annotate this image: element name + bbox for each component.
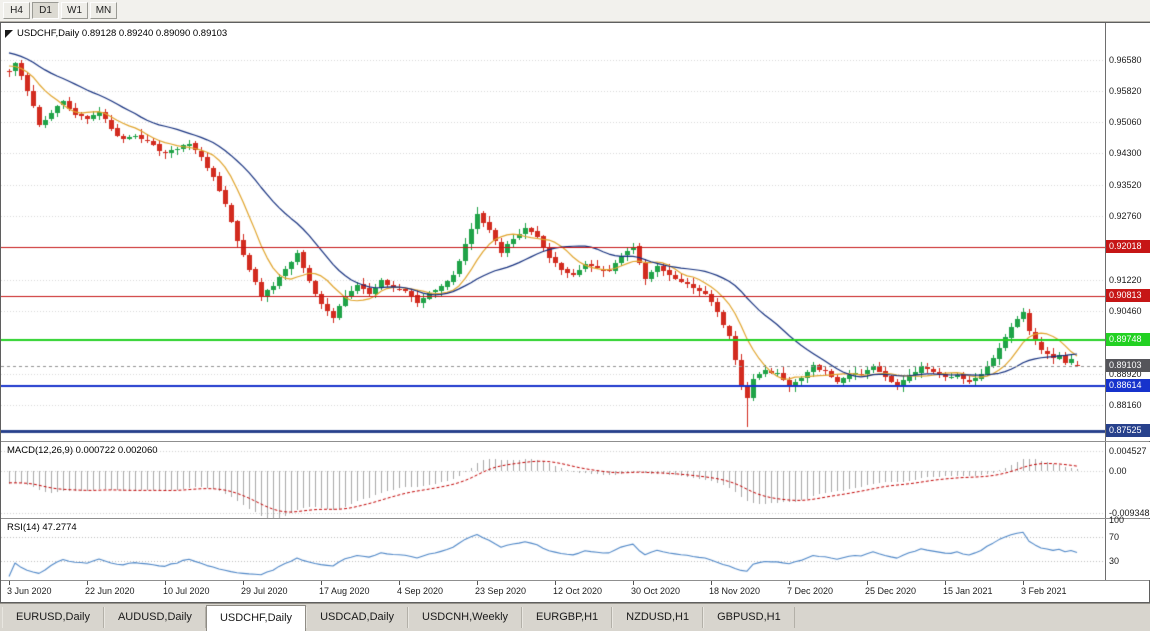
- timeframe-toolbar: H4 D1 W1 MN: [0, 0, 1150, 22]
- tab-usdcad-daily[interactable]: USDCAD,Daily: [306, 607, 409, 628]
- time-axis-label: 3 Feb 2021: [1021, 586, 1067, 596]
- level-price-tag: 0.89748: [1106, 332, 1150, 346]
- timeframe-button-w1[interactable]: W1: [61, 2, 88, 19]
- time-axis-label: 10 Jul 2020: [163, 586, 210, 596]
- chart-window: USDCHF,Daily 0.89128 0.89240 0.89090 0.8…: [0, 22, 1150, 603]
- rsi-axis-label: 70: [1109, 532, 1120, 543]
- time-axis-label: 17 Aug 2020: [319, 586, 370, 596]
- tab-usdcnh-weekly[interactable]: USDCNH,Weekly: [408, 607, 523, 628]
- rsi-indicator-canvas[interactable]: [1, 519, 1105, 580]
- chart-legend-text: USDCHF,Daily 0.89128 0.89240 0.89090 0.8…: [17, 28, 228, 39]
- macd-pane: MACD(12,26,9) 0.000722 0.002060 0.004527…: [1, 442, 1150, 518]
- time-tick-mark: [633, 581, 634, 585]
- rsi-legend: RSI(14) 47.2774: [7, 522, 77, 533]
- price-axis-label: 0.93520: [1109, 180, 1142, 191]
- tab-eurgbp-h1[interactable]: EURGBP,H1: [522, 607, 613, 628]
- time-axis-label: 18 Nov 2020: [709, 586, 761, 596]
- symbol-marker-icon: [5, 29, 13, 38]
- tab-usdchf-daily[interactable]: USDCHF,Daily: [205, 605, 307, 631]
- tab-nzdusd-h1[interactable]: NZDUSD,H1: [612, 607, 704, 628]
- timeframe-button-d1[interactable]: D1: [32, 2, 59, 19]
- time-tick-mark: [477, 581, 478, 585]
- macd-legend: MACD(12,26,9) 0.000722 0.002060: [7, 445, 158, 456]
- price-axis-label: 0.91220: [1109, 274, 1142, 285]
- rsi-axis[interactable]: 100 70 30: [1106, 515, 1150, 580]
- time-tick-mark: [399, 581, 400, 585]
- pane-divider[interactable]: [1, 441, 1149, 442]
- time-tick-mark: [555, 581, 556, 585]
- time-axis[interactable]: 3 Jun 2020 22 Jun 2020 10 Jul 2020 29 Jul 2…: [1, 581, 1149, 602]
- time-axis-label: 25 Dec 2020: [865, 586, 917, 596]
- macd-axis[interactable]: 0.004527 0.00 -0.009348: [1106, 442, 1150, 518]
- price-axis-label: 0.94300: [1109, 148, 1142, 159]
- price-axis-label: 0.95820: [1109, 86, 1142, 97]
- tab-eurusd-daily[interactable]: EURUSD,Daily: [2, 607, 104, 628]
- time-axis-label: 4 Sep 2020: [397, 586, 444, 596]
- time-axis-label: 22 Jun 2020: [85, 586, 135, 596]
- time-tick-mark: [867, 581, 868, 585]
- time-axis-label: 30 Oct 2020: [631, 586, 681, 596]
- price-axis-label: 0.95060: [1109, 117, 1142, 128]
- macd-axis-label: -0.009348: [1109, 507, 1150, 518]
- time-tick-mark: [321, 581, 322, 585]
- time-tick-mark: [945, 581, 946, 585]
- timeframe-button-h4[interactable]: H4: [3, 2, 30, 19]
- macd-axis-label: 0.004527: [1109, 445, 1147, 456]
- price-pane: USDCHF,Daily 0.89128 0.89240 0.89090 0.8…: [1, 23, 1150, 441]
- chart-legend: USDCHF,Daily 0.89128 0.89240 0.89090 0.8…: [5, 28, 227, 39]
- rsi-axis-label: 30: [1109, 555, 1120, 566]
- price-chart-canvas[interactable]: [1, 23, 1105, 441]
- level-price-tag: 0.88614: [1106, 379, 1150, 393]
- price-axis-label: 0.92760: [1109, 211, 1142, 222]
- price-axis-label: 0.88160: [1109, 399, 1142, 410]
- time-axis-label: 12 Oct 2020: [553, 586, 603, 596]
- macd-axis-label: 0.00: [1109, 466, 1127, 477]
- timeframe-button-mn[interactable]: MN: [90, 2, 117, 19]
- price-axis-label: 0.90460: [1109, 305, 1142, 316]
- pane-divider[interactable]: [1, 518, 1149, 519]
- rsi-pane: RSI(14) 47.2774 100 70 30: [1, 515, 1150, 580]
- time-axis-label: 23 Sep 2020: [475, 586, 527, 596]
- current-price-tag: 0.89103: [1106, 359, 1150, 373]
- level-price-tag: 0.92018: [1106, 239, 1150, 253]
- price-axis-label: 0.88920: [1109, 368, 1142, 379]
- time-tick-mark: [243, 581, 244, 585]
- time-axis-label: 3 Jun 2020: [7, 586, 52, 596]
- chart-tab-bar: EURUSD,Daily AUDUSD,Daily USDCHF,Daily USDC…: [0, 603, 1150, 631]
- time-axis-label: 29 Jul 2020: [241, 586, 288, 596]
- axis-border-line: [1105, 23, 1106, 581]
- time-tick-mark: [1023, 581, 1024, 585]
- time-tick-mark: [165, 581, 166, 585]
- price-axis-label: 0.96580: [1109, 54, 1142, 65]
- time-tick-mark: [711, 581, 712, 585]
- time-tick-mark: [87, 581, 88, 585]
- pane-divider[interactable]: [1, 580, 1149, 581]
- price-axis[interactable]: 0.96580 0.95820 0.95060 0.94300 0.93520 0.927…: [1106, 23, 1150, 441]
- level-price-tag: 0.90813: [1106, 289, 1150, 303]
- level-price-tag: 0.87525: [1106, 423, 1150, 437]
- time-tick-mark: [9, 581, 10, 585]
- macd-indicator-canvas[interactable]: [1, 442, 1105, 518]
- rsi-axis-label: 100: [1109, 515, 1125, 525]
- time-axis-label: 15 Jan 2021: [943, 586, 993, 596]
- tab-gbpusd-h1[interactable]: GBPUSD,H1: [703, 607, 795, 628]
- time-axis-label: 7 Dec 2020: [787, 586, 834, 596]
- tab-audusd-daily[interactable]: AUDUSD,Daily: [103, 607, 206, 628]
- time-tick-mark: [789, 581, 790, 585]
